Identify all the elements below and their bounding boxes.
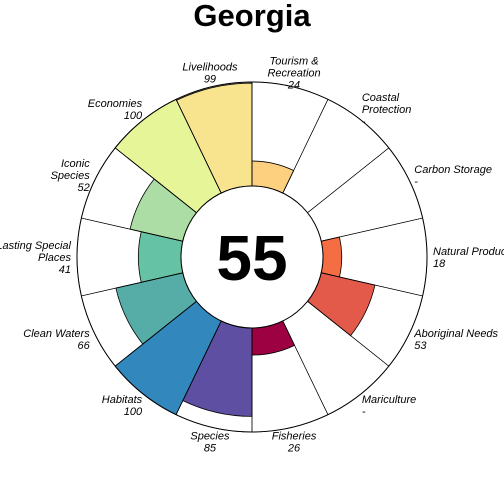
- petal-value-1: 53: [414, 340, 427, 352]
- petal-value-9: 100: [124, 110, 143, 122]
- petal-name-8: Species: [51, 170, 91, 182]
- petal-name-13: Carbon Storage: [414, 164, 492, 176]
- petal-label-3: Fisheries 26: [272, 430, 317, 454]
- petal-name-11: Tourism &: [270, 56, 319, 68]
- petal-label-0: Natural Products18: [433, 246, 504, 270]
- petal-value-6: 66: [77, 340, 90, 352]
- petal-0: [320, 236, 343, 278]
- petal-value-8: 52: [77, 182, 89, 194]
- petal-value-0: 18: [433, 258, 446, 270]
- petal-name-3: Fisheries: [272, 430, 317, 442]
- petal-name-5: Habitats: [102, 394, 143, 406]
- petal-value-4: 85: [204, 442, 217, 454]
- petal-name-9: Economies: [88, 98, 143, 110]
- petal-value-12: -: [362, 116, 366, 128]
- petal-label-9: Economies 100: [88, 98, 143, 122]
- petal-value-7: 41: [59, 264, 71, 276]
- petal-name-12: Protection: [362, 104, 412, 116]
- center-circle: [180, 185, 324, 329]
- petal-label-10: Livelihoods 99: [182, 62, 238, 86]
- petal-label-5: Habitats 100: [102, 394, 143, 418]
- petal-name-10: Livelihoods: [182, 62, 238, 74]
- petal-name-0: Natural Products: [433, 246, 504, 258]
- petal-name-12: Coastal: [362, 92, 400, 104]
- petal-label-13: Carbon Storage -: [414, 164, 492, 188]
- petal-outline-13: [307, 147, 423, 242]
- petal-label-8: Iconic Species 52: [51, 158, 91, 194]
- petal-value-11: 24: [287, 80, 300, 92]
- petal-value-2: -: [362, 406, 366, 418]
- petal-label-11: Tourism & Recreation 24: [267, 56, 320, 92]
- petal-name-7: Places: [38, 252, 72, 264]
- petal-name-8: Iconic: [61, 158, 90, 170]
- petal-label-4: Species 85: [190, 430, 230, 454]
- petal-value-5: 100: [124, 406, 143, 418]
- petal-outline-12: [282, 98, 390, 214]
- petal-label-7: Lasting Special Places 41: [0, 240, 72, 276]
- petals-group: [114, 82, 376, 417]
- outer-circle: [76, 81, 428, 433]
- chart-title: Georgia: [193, 0, 311, 33]
- petal-value-3: 26: [287, 442, 301, 454]
- petal-label-1: Aboriginal Needs 53: [413, 328, 498, 352]
- petal-value-13: -: [414, 176, 418, 188]
- petal-label-12: Coastal Protection -: [362, 92, 412, 128]
- petal-name-6: Clean Waters: [23, 328, 90, 340]
- petal-value-10: 99: [204, 74, 216, 86]
- petal-name-2: Mariculture: [362, 394, 416, 406]
- petal-name-11: Recreation: [267, 68, 320, 80]
- petal-label-6: Clean Waters 66: [23, 328, 90, 352]
- petal-name-1: Aboriginal Needs: [413, 328, 498, 340]
- petal-label-2: Mariculture -: [362, 394, 416, 418]
- petal-name-4: Species: [190, 430, 230, 442]
- overall-score: 55: [216, 222, 287, 294]
- petal-name-7: Lasting Special: [0, 240, 72, 252]
